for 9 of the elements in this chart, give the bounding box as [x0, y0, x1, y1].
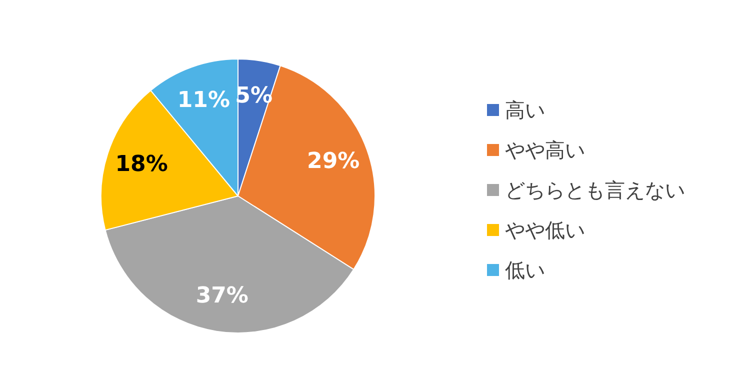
data-label: 18% [115, 152, 168, 178]
data-label: 37% [196, 284, 248, 309]
legend-label: やや低い [505, 218, 585, 242]
data-label: 29% [307, 149, 360, 174]
legend-label: どちらとも言えない [505, 178, 685, 202]
legend-label: 高い [505, 98, 545, 122]
legend-label: やや高い [505, 138, 585, 162]
legend-label: 低い [505, 258, 545, 282]
data-label: 11% [177, 88, 230, 114]
